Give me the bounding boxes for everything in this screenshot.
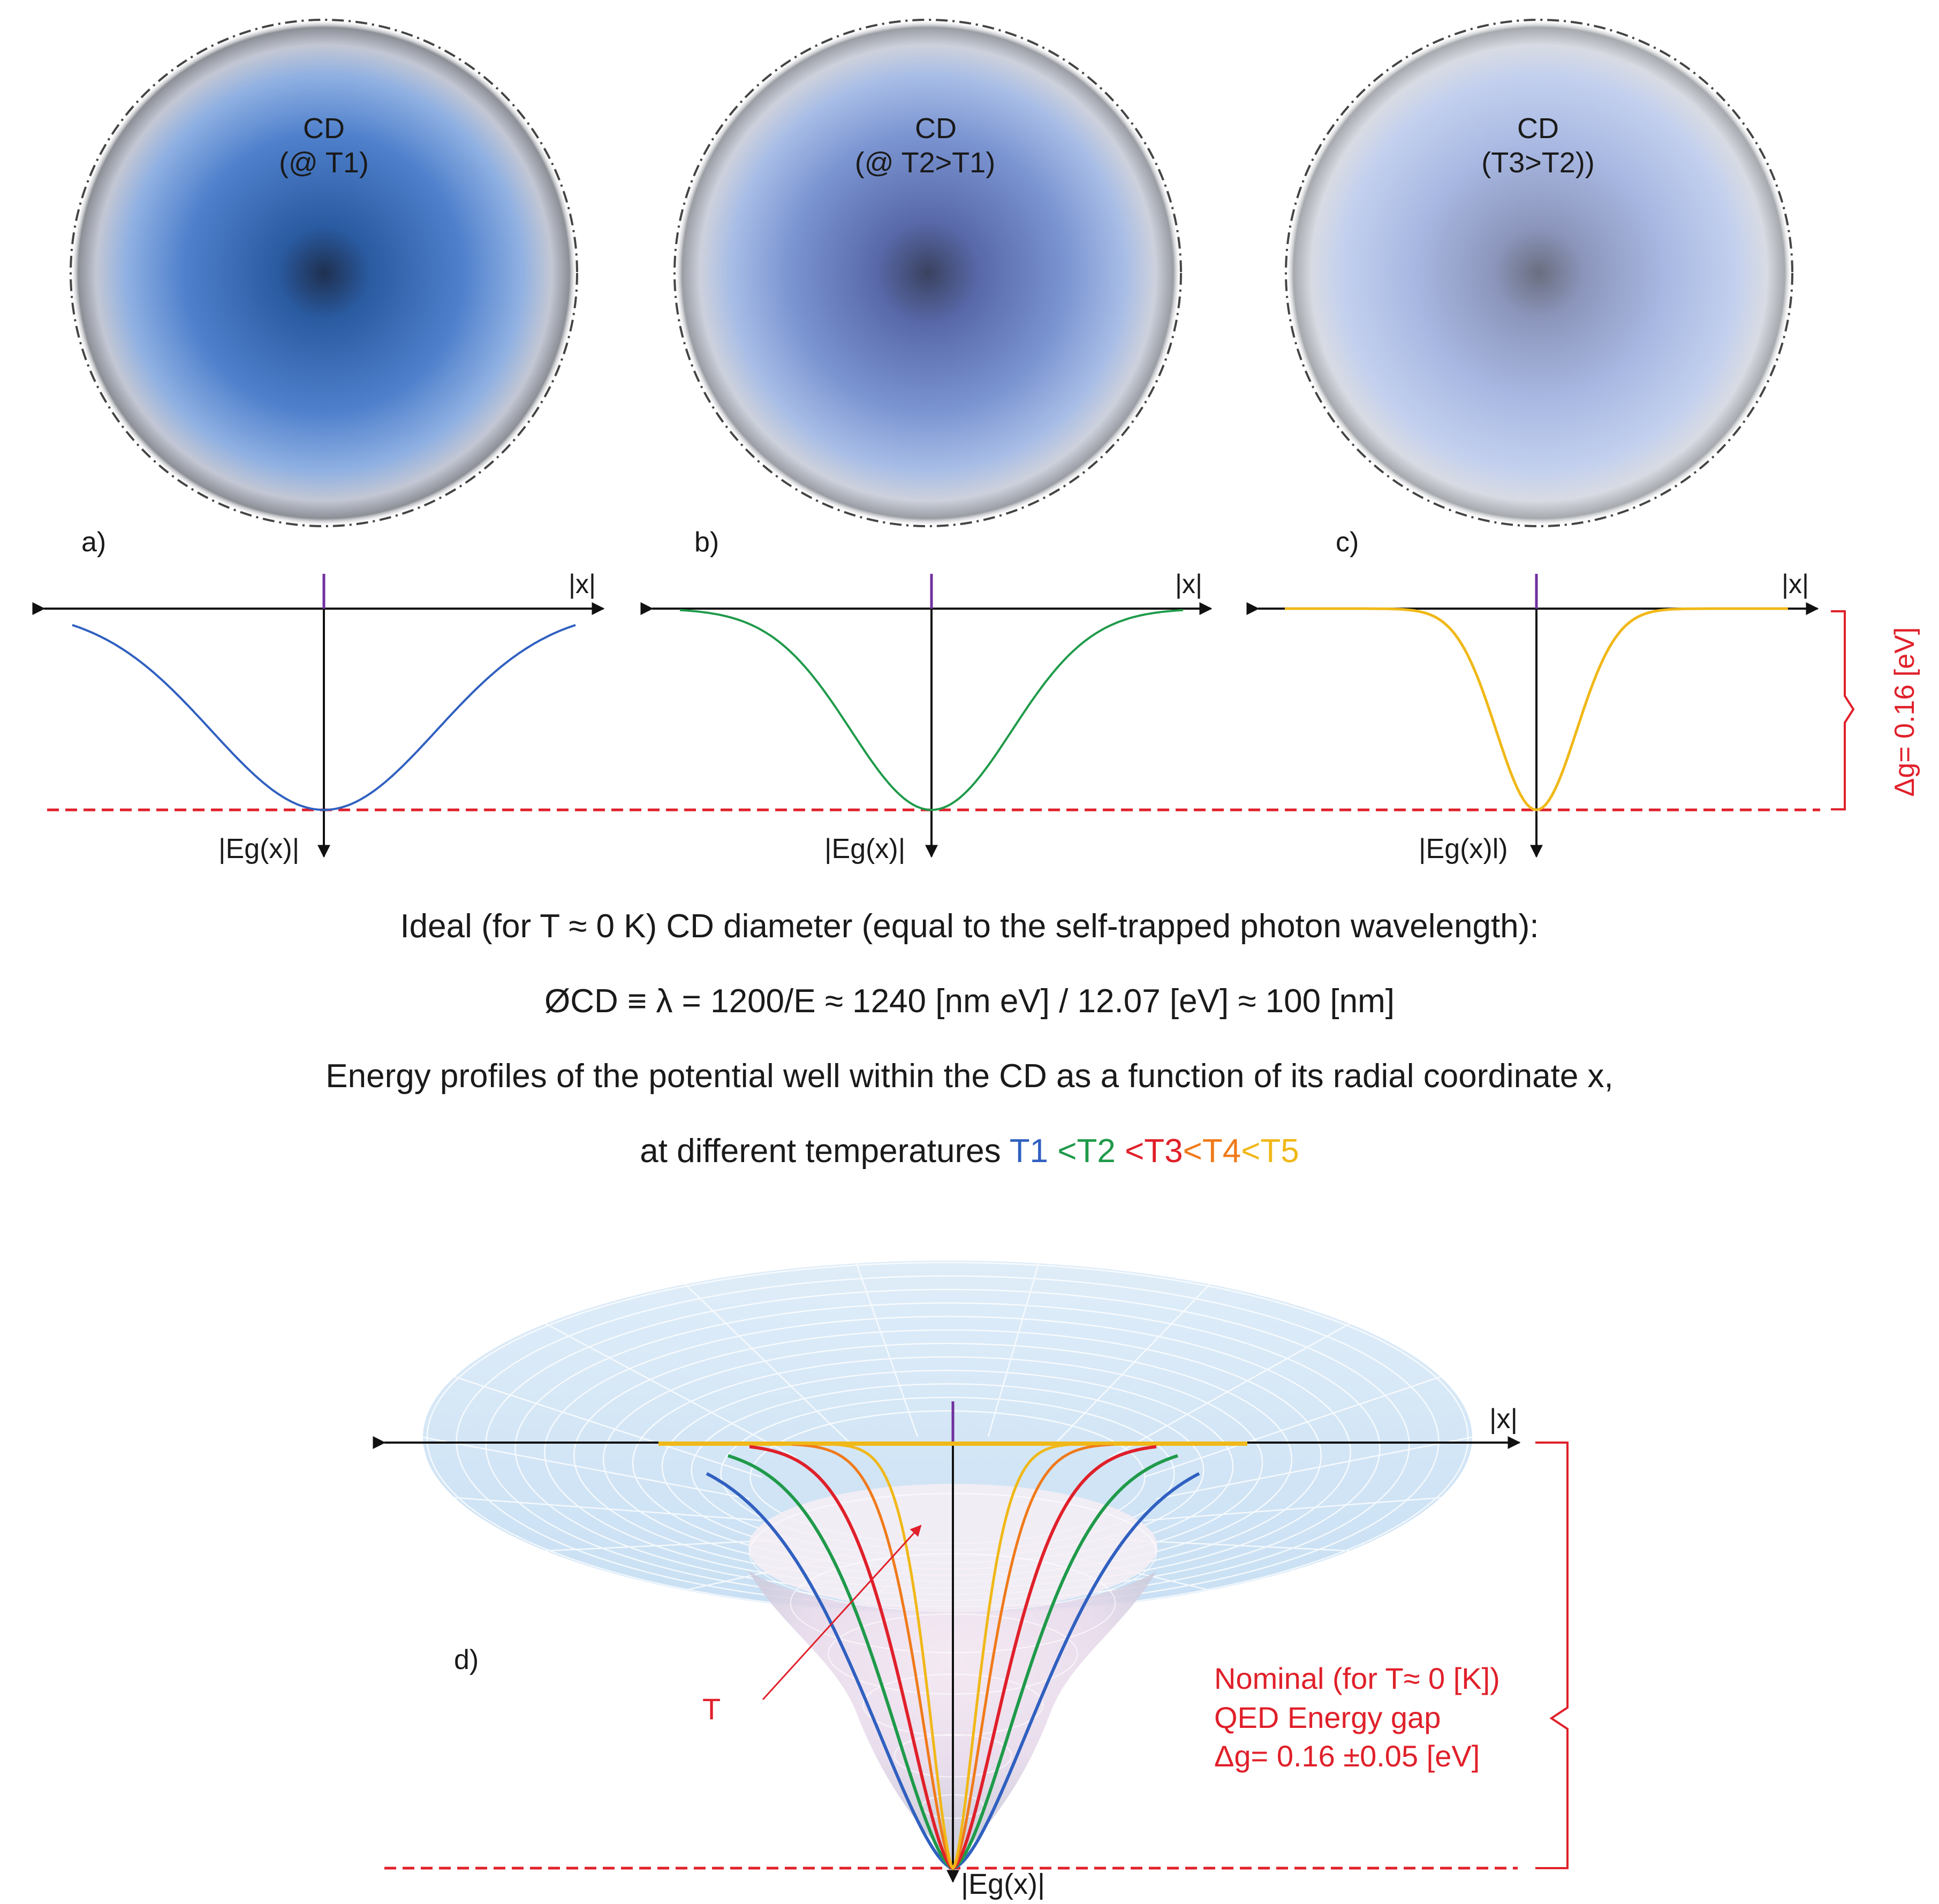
curve-t5 <box>792 1442 1114 1871</box>
eg-axis-label-c: |Eg(x)l) <box>1419 833 1508 864</box>
gap-bracket-top <box>1831 610 1855 810</box>
temperature-arrow <box>762 1524 922 1701</box>
gap-label-right: Δg= 0.16 [eV] <box>1889 627 1920 797</box>
gap-text-line1: Nominal (for T≈ 0 [K]) <box>1214 1662 1500 1695</box>
eg-axis-label-b: |Eg(x)| <box>824 833 905 864</box>
temperature-arrow-label: T <box>702 1692 721 1726</box>
eg-axis-label-a: |Eg(x)| <box>218 833 299 864</box>
cd-subtitle-c: (T3>T2)) <box>1481 147 1595 179</box>
panel-letter-d: d) <box>454 1644 479 1675</box>
cd-subtitle-b: (@ T2>T1) <box>855 147 995 179</box>
profile-curve-c <box>1285 607 1788 811</box>
cd-title-a: CD <box>303 112 345 145</box>
temp-t2: <T2 <box>1057 1133 1116 1170</box>
cd-circle-c <box>1285 19 1793 527</box>
x-axis-label-b: |x| <box>1175 569 1202 599</box>
profile-axes-a <box>32 574 605 858</box>
caption-line-4: at different temperatures T1 <T2 <T3<T4<… <box>0 1132 1939 1170</box>
panel-letter-b: b) <box>694 527 719 558</box>
eg-axis-label-d: |Eg(x)| <box>961 1868 1045 1900</box>
panel-letter-c: c) <box>1336 527 1359 558</box>
cd-circle-b <box>673 19 1182 527</box>
cd-title-c: CD <box>1517 112 1559 145</box>
profile-axes-b <box>640 574 1213 858</box>
gap-text-line3: Δg= 0.16 ±0.05 [eV] <box>1214 1739 1480 1773</box>
cd-circle-a <box>70 19 578 527</box>
profile-axes-c <box>1246 574 1819 858</box>
cd-subtitle-a: (@ T1) <box>279 147 369 179</box>
x-axis-label-c: |x| <box>1782 569 1809 599</box>
cd-title-b: CD <box>915 112 957 145</box>
profile-curve-a <box>72 624 576 811</box>
panel-letter-a: a) <box>81 527 106 558</box>
profile-curve-b <box>679 609 1184 811</box>
caption-line-3: Energy profiles of the potential well wi… <box>325 1058 1614 1095</box>
gap-text-line2: QED Energy gap <box>1214 1701 1441 1734</box>
caption-line-1: Ideal (for T ≈ 0 K) CD diameter (equal t… <box>400 908 1539 945</box>
temperature-curves <box>658 1442 1247 1871</box>
temp-t1: T1 <box>1009 1133 1049 1170</box>
x-axis-label-a: |x| <box>569 569 596 599</box>
caption-line-2: ØCD ≡ λ = 1200/E ≈ 1240 [nm eV] / 12.07 … <box>544 983 1395 1020</box>
x-axis-label-d: |x| <box>1489 1404 1518 1435</box>
temp-t4: <T4 <box>1183 1133 1241 1170</box>
temp-t3: <T3 <box>1125 1133 1183 1170</box>
gap-bracket-bottom <box>1535 1442 1569 1869</box>
temp-t5: <T5 <box>1241 1133 1299 1170</box>
caption-line-4-prefix: at different temperatures <box>640 1133 1010 1170</box>
